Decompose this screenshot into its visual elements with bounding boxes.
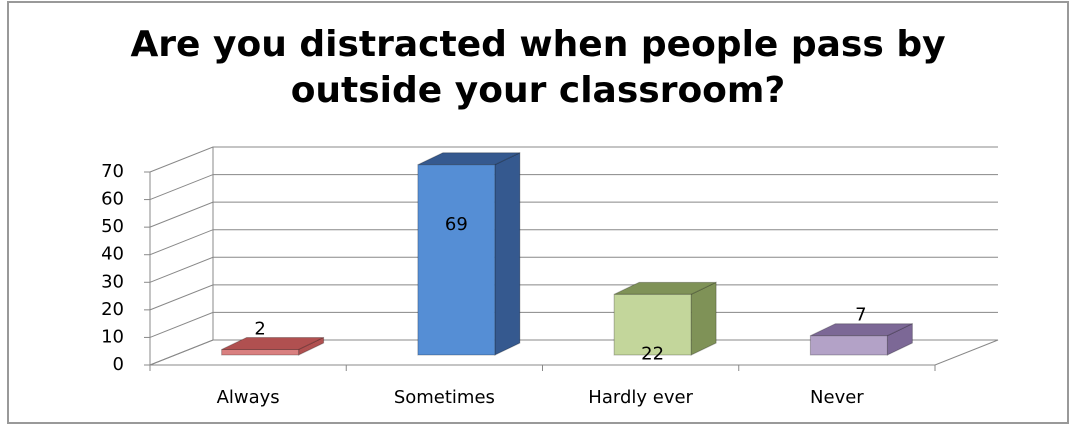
x-tick-label: Sometimes xyxy=(394,387,495,408)
y-tick-label: 70 xyxy=(101,161,124,182)
bar-front xyxy=(221,348,300,356)
y-tick-label: 20 xyxy=(101,299,124,320)
grid-line xyxy=(149,146,998,173)
x-tick-label: Always xyxy=(217,387,280,408)
y-tick-label: 50 xyxy=(101,216,124,237)
bar-front xyxy=(417,164,496,356)
y-tick-label: 60 xyxy=(101,189,124,210)
bar xyxy=(221,336,325,356)
grid-line xyxy=(149,339,998,366)
grid-line xyxy=(149,256,998,283)
y-tick-label: 10 xyxy=(101,326,124,347)
bar-side xyxy=(494,151,521,356)
bar xyxy=(417,151,521,356)
bar-top xyxy=(417,152,521,166)
data-label: 22 xyxy=(641,343,664,364)
chart-title: Are you distracted when people pass by o… xyxy=(130,24,946,111)
x-tick-label: Never xyxy=(810,387,864,408)
bar xyxy=(613,281,717,356)
grid-line xyxy=(149,174,998,201)
data-label: 69 xyxy=(445,214,468,235)
grid-line xyxy=(149,311,998,338)
y-tick-label: 40 xyxy=(101,244,124,265)
x-tick-label: Hardly ever xyxy=(588,387,693,408)
bar-front xyxy=(809,335,888,356)
grid-line xyxy=(149,201,998,228)
bar xyxy=(809,322,913,356)
y-tick-label: 30 xyxy=(101,271,124,292)
data-label: 7 xyxy=(855,305,866,326)
chart-border xyxy=(7,1,1069,424)
grid-line xyxy=(149,229,998,256)
grid-line xyxy=(149,284,998,311)
y-tick-label: 0 xyxy=(113,354,124,375)
bar-side xyxy=(690,281,717,356)
bar-front xyxy=(613,293,692,356)
data-label: 2 xyxy=(254,318,265,339)
